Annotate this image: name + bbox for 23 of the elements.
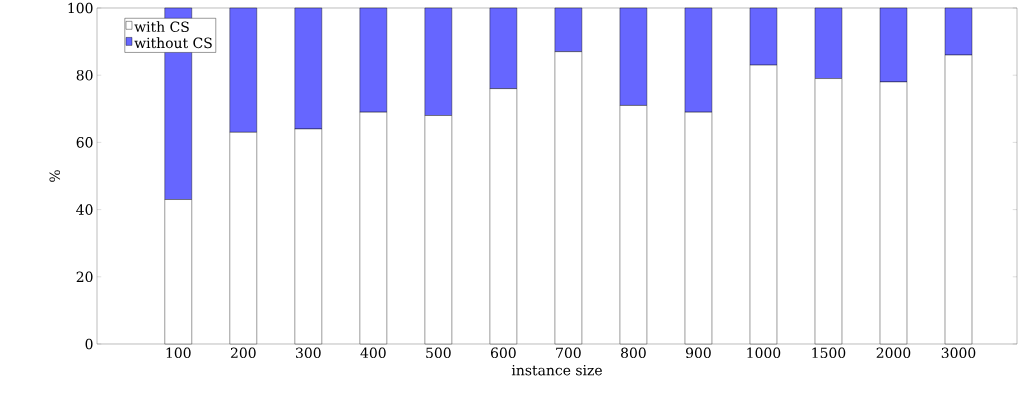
x-tick-label: 800 — [621, 347, 646, 359]
y-tick-label: 20 — [76, 271, 93, 283]
legend-label: with CS — [134, 21, 189, 33]
x-axis-title: instance size — [511, 364, 602, 376]
x-tick-label: 1500 — [812, 347, 846, 359]
x-tick-label: 1000 — [747, 347, 781, 359]
y-tick-label: 60 — [76, 137, 93, 148]
x-tick-label: 3000 — [941, 347, 976, 359]
y-axis-title: % — [49, 170, 61, 182]
x-tick-label: 500 — [426, 347, 451, 359]
x-tick-label: 600 — [490, 347, 516, 359]
x-tick-label: 2000 — [876, 347, 911, 359]
x-tick-label: 300 — [296, 347, 321, 359]
y-tick-label: 0 — [85, 338, 93, 350]
x-tick-label: 200 — [230, 347, 256, 359]
x-tick-label: 100 — [166, 347, 191, 359]
y-tick-label: 100 — [68, 2, 93, 14]
legend-label: without CS — [134, 37, 212, 49]
y-tick-label: 80 — [76, 69, 93, 81]
x-tick-label: 900 — [685, 347, 711, 359]
x-tick-label: 400 — [360, 347, 386, 359]
y-tick-label: 40 — [76, 204, 93, 215]
x-tick-label: 700 — [556, 347, 581, 359]
